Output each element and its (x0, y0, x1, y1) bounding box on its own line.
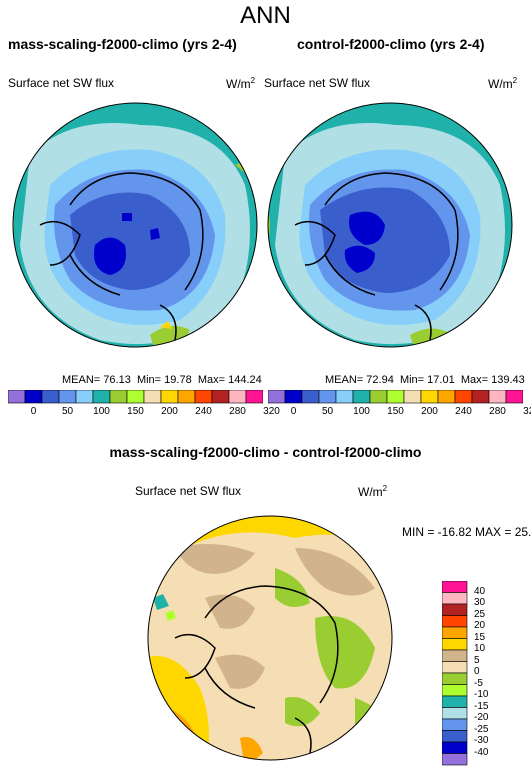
diff-colorbar-swatch (442, 695, 468, 708)
diff-colorbar-swatch (442, 707, 468, 720)
panel-1-colorbar-ticks: 0 50 100 150 200 240 280 320 0 50 100 150 200 240 280 3… (0, 406, 531, 420)
colorbar-swatch (109, 390, 128, 404)
diff-colorbar-swatch (442, 661, 468, 674)
colorbar-tick-label: 240 (195, 406, 212, 417)
diff-colorbar-tick-label: -40 (474, 746, 489, 758)
colorbar-tick-label: 100 (93, 406, 110, 417)
diff-units: W/m2 (358, 484, 388, 499)
colorbar-tick-label: 50 (61, 406, 74, 417)
colorbar-tick-label: 200 (161, 406, 178, 417)
diff-colorbar-swatch (442, 638, 468, 651)
colorbar-swatch (41, 390, 60, 404)
diff-colorbar-swatch (442, 649, 468, 662)
colorbar-tick-label: 150 (387, 406, 404, 417)
diff-colorbar-swatch (442, 684, 468, 697)
diff-colorbar-tick-label: -30 (474, 735, 489, 746)
panel-1-title: mass-scaling-f2000-climo (yrs 2-4) (8, 36, 237, 52)
colorbar-swatch (454, 390, 473, 404)
diff-colorbar-tick-label: -5 (474, 677, 483, 689)
panel-2-variable: Surface net SW flux (264, 76, 371, 90)
panel-2-map (267, 102, 513, 348)
colorbar-tick-label: 240 (455, 406, 472, 417)
diff-colorbar-swatch (442, 581, 468, 593)
colorbar-swatch (471, 390, 490, 404)
colorbar-swatch (369, 390, 388, 404)
diff-colorbar-swatch (442, 741, 468, 754)
colorbar-swatch (352, 390, 371, 404)
colorbar-swatch (177, 390, 196, 404)
diff-colorbar-tick-label: -20 (474, 712, 489, 723)
colorbar-tick-label: 100 (353, 406, 370, 417)
diff-colorbar-tick-label: -25 (474, 723, 489, 735)
panel-1-map (12, 102, 258, 348)
colorbar-swatch (92, 390, 111, 404)
diff-colorbar-tick-label: 25 (474, 608, 486, 620)
colorbar-swatch (505, 390, 523, 404)
colorbar-swatch (318, 390, 337, 404)
colorbar-swatch (268, 390, 286, 404)
diff-variable: Surface net SW flux (135, 484, 242, 498)
diff-colorbar-swatch (442, 753, 468, 766)
colorbar-swatch (437, 390, 456, 404)
panel-1-variable: Surface net SW flux (8, 76, 115, 90)
colorbar-tick-label: 280 (229, 406, 246, 417)
colorbar-tick-label: 320 (523, 406, 531, 417)
colorbar-swatch (160, 390, 179, 404)
colorbar-swatch (126, 390, 145, 404)
figure-title: ANN (240, 2, 291, 29)
diff-colorbar-labels: 40 30 25 20 15 10 5 0 -5 -10 -15 -20 -25 -30 -40 (474, 581, 524, 766)
diff-colorbar-tick-label: 15 (474, 631, 486, 643)
colorbar-swatch (403, 390, 422, 404)
colorbar-swatch (301, 390, 320, 404)
diff-colorbar (442, 581, 468, 766)
colorbar-swatch (488, 390, 507, 404)
colorbar-swatch (194, 390, 213, 404)
panel-2-title: control-f2000-climo (yrs 2-4) (297, 36, 485, 52)
diff-colorbar-tick-label: 20 (474, 620, 486, 631)
colorbar-tick-label: 150 (127, 406, 144, 417)
colorbar-swatch (335, 390, 354, 404)
diff-colorbar-tick-label: 5 (474, 654, 480, 666)
colorbar-swatch (386, 390, 405, 404)
diff-minmax: MIN = -16.82 MAX = 25.18 (402, 525, 531, 539)
diff-colorbar-swatch (442, 718, 468, 731)
colorbar-swatch (420, 390, 439, 404)
diff-map (147, 515, 393, 761)
diff-colorbar-swatch (442, 592, 468, 605)
panel-2-units: W/m2 (488, 76, 518, 91)
colorbar-tick-label: 200 (421, 406, 438, 417)
colorbar-swatch (58, 390, 77, 404)
panel-2-stats: MEAN= 72.94 Min= 17.01 Max= 139.43 (325, 374, 525, 386)
colorbar-tick-label: 0 (290, 406, 297, 417)
colorbar-swatch (24, 390, 43, 404)
diff-colorbar-tick-label: 0 (474, 666, 480, 677)
colorbar-tick-label: 320 (263, 406, 280, 417)
colorbar-swatch (143, 390, 162, 404)
colorbar-swatch (75, 390, 94, 404)
diff-colorbar-tick-label: 30 (474, 597, 486, 608)
colorbar-swatch (8, 390, 26, 404)
diff-colorbar-swatch (442, 730, 468, 743)
diff-colorbar-tick-label: -10 (474, 689, 489, 700)
colorbar-tick-label: 0 (30, 406, 37, 417)
diff-colorbar-swatch (442, 626, 468, 639)
colorbar-tick-label: 50 (321, 406, 334, 417)
diff-colorbar-tick-label: -15 (474, 700, 489, 712)
colorbar-swatch (245, 390, 263, 404)
panel-1-units: W/m2 (226, 76, 256, 91)
diff-colorbar-swatch (442, 672, 468, 685)
colorbar-swatch (284, 390, 303, 404)
diff-title: mass-scaling-f2000-climo - control-f2000… (109, 444, 422, 460)
diff-colorbar-tick-label: 40 (474, 585, 486, 597)
panel-1-colorbar (8, 390, 263, 404)
diff-colorbar-swatch (442, 615, 468, 628)
diff-colorbar-tick-label: 10 (474, 643, 486, 654)
diff-colorbar-swatch (442, 603, 468, 616)
colorbar-swatch (211, 390, 230, 404)
panel-2-colorbar (268, 390, 523, 404)
colorbar-swatch (228, 390, 247, 404)
panel-1-stats: MEAN= 76.13 Min= 19.78 Max= 144.24 (62, 374, 262, 386)
colorbar-tick-label: 280 (489, 406, 506, 417)
